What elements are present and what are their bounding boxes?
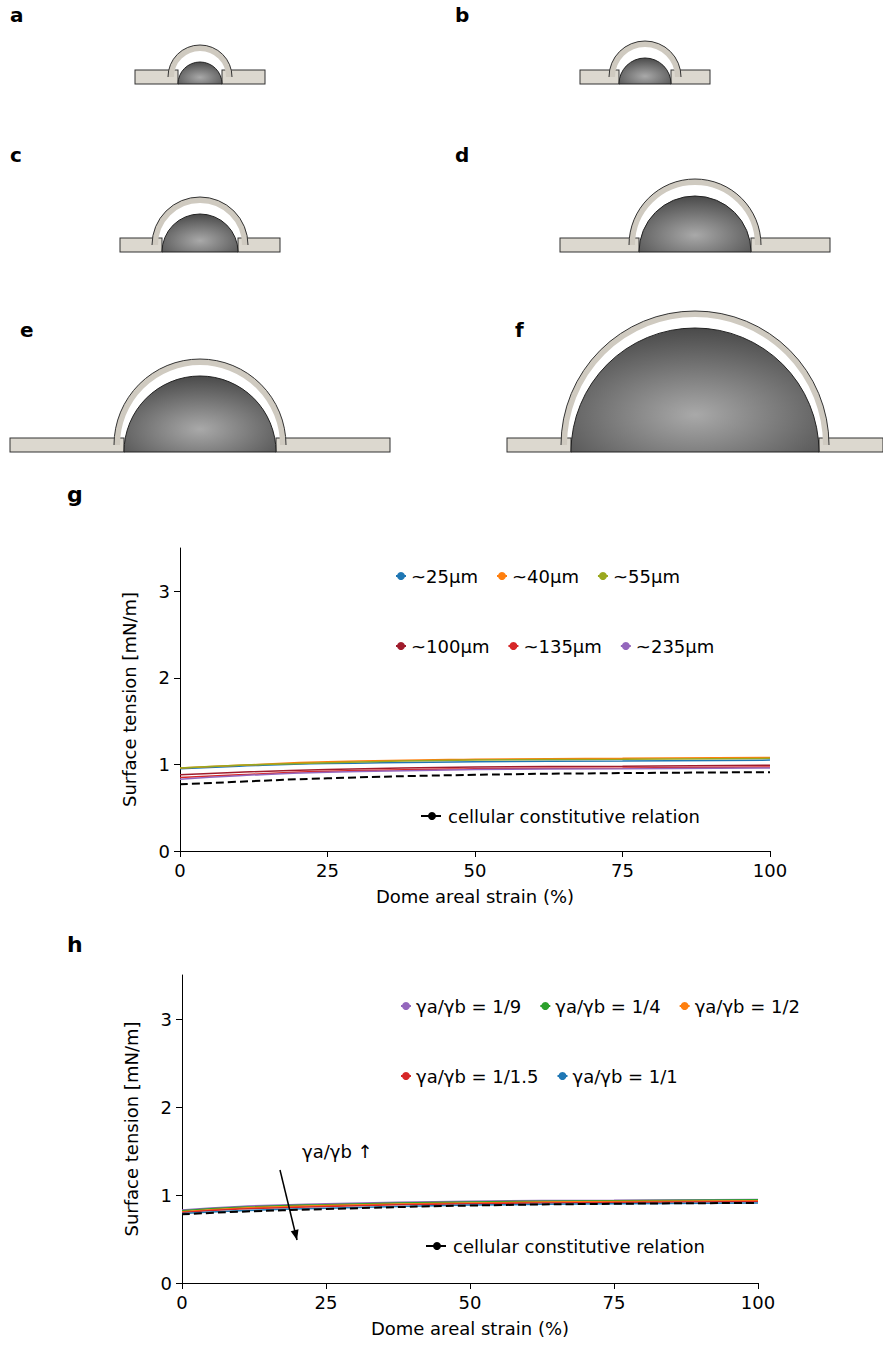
svg-text:100: 100 (741, 1292, 775, 1313)
svg-text:c: c (10, 143, 22, 167)
svg-text:γa/γb = 1/4: γa/γb = 1/4 (555, 996, 660, 1017)
svg-text:3: 3 (159, 581, 170, 602)
svg-text:~100µm: ~100µm (411, 636, 489, 657)
svg-text:0: 0 (161, 1273, 172, 1294)
svg-text:1: 1 (161, 1185, 172, 1206)
svg-text:cellular constitutive relation: cellular constitutive relation (453, 1236, 705, 1257)
svg-text:0: 0 (174, 860, 185, 881)
svg-text:25: 25 (315, 1292, 338, 1313)
svg-text:e: e (20, 318, 34, 342)
svg-text:Surface tension [mN/m]: Surface tension [mN/m] (121, 1022, 142, 1237)
svg-text:50: 50 (459, 1292, 482, 1313)
svg-text:Surface tension [mN/m]: Surface tension [mN/m] (119, 592, 140, 807)
svg-text:~55µm: ~55µm (613, 566, 680, 587)
svg-text:75: 75 (611, 860, 634, 881)
svg-text:~25µm: ~25µm (411, 566, 478, 587)
svg-text:3: 3 (161, 1009, 172, 1030)
svg-text:75: 75 (603, 1292, 626, 1313)
svg-text:Dome areal strain (%): Dome areal strain (%) (371, 1318, 569, 1339)
svg-text:γa/γb = 1/2: γa/γb = 1/2 (695, 996, 800, 1017)
svg-text:g: g (67, 482, 83, 507)
svg-text:a: a (10, 3, 24, 27)
svg-text:Dome areal strain (%): Dome areal strain (%) (376, 886, 574, 907)
svg-text:~135µm: ~135µm (523, 636, 601, 657)
svg-text:~40µm: ~40µm (512, 566, 579, 587)
svg-text:0: 0 (176, 1292, 187, 1313)
svg-text:b: b (455, 3, 469, 27)
svg-text:2: 2 (159, 667, 170, 688)
svg-text:50: 50 (464, 860, 487, 881)
svg-text:γa/γb = 1/9: γa/γb = 1/9 (416, 996, 521, 1017)
svg-text:2: 2 (161, 1097, 172, 1118)
svg-text:0: 0 (159, 841, 170, 862)
svg-text:h: h (67, 932, 83, 957)
svg-text:d: d (455, 143, 469, 167)
svg-text:γa/γb = 1/1.5: γa/γb = 1/1.5 (416, 1066, 539, 1087)
svg-text:~235µm: ~235µm (636, 636, 714, 657)
svg-text:γa/γb = 1/1: γa/γb = 1/1 (572, 1066, 677, 1087)
svg-text:γa/γb ↑: γa/γb ↑ (302, 1141, 373, 1162)
svg-text:100: 100 (753, 860, 787, 881)
svg-text:cellular constitutive relation: cellular constitutive relation (448, 806, 700, 827)
svg-text:25: 25 (316, 860, 339, 881)
svg-text:1: 1 (159, 754, 170, 775)
svg-text:f: f (515, 318, 524, 342)
